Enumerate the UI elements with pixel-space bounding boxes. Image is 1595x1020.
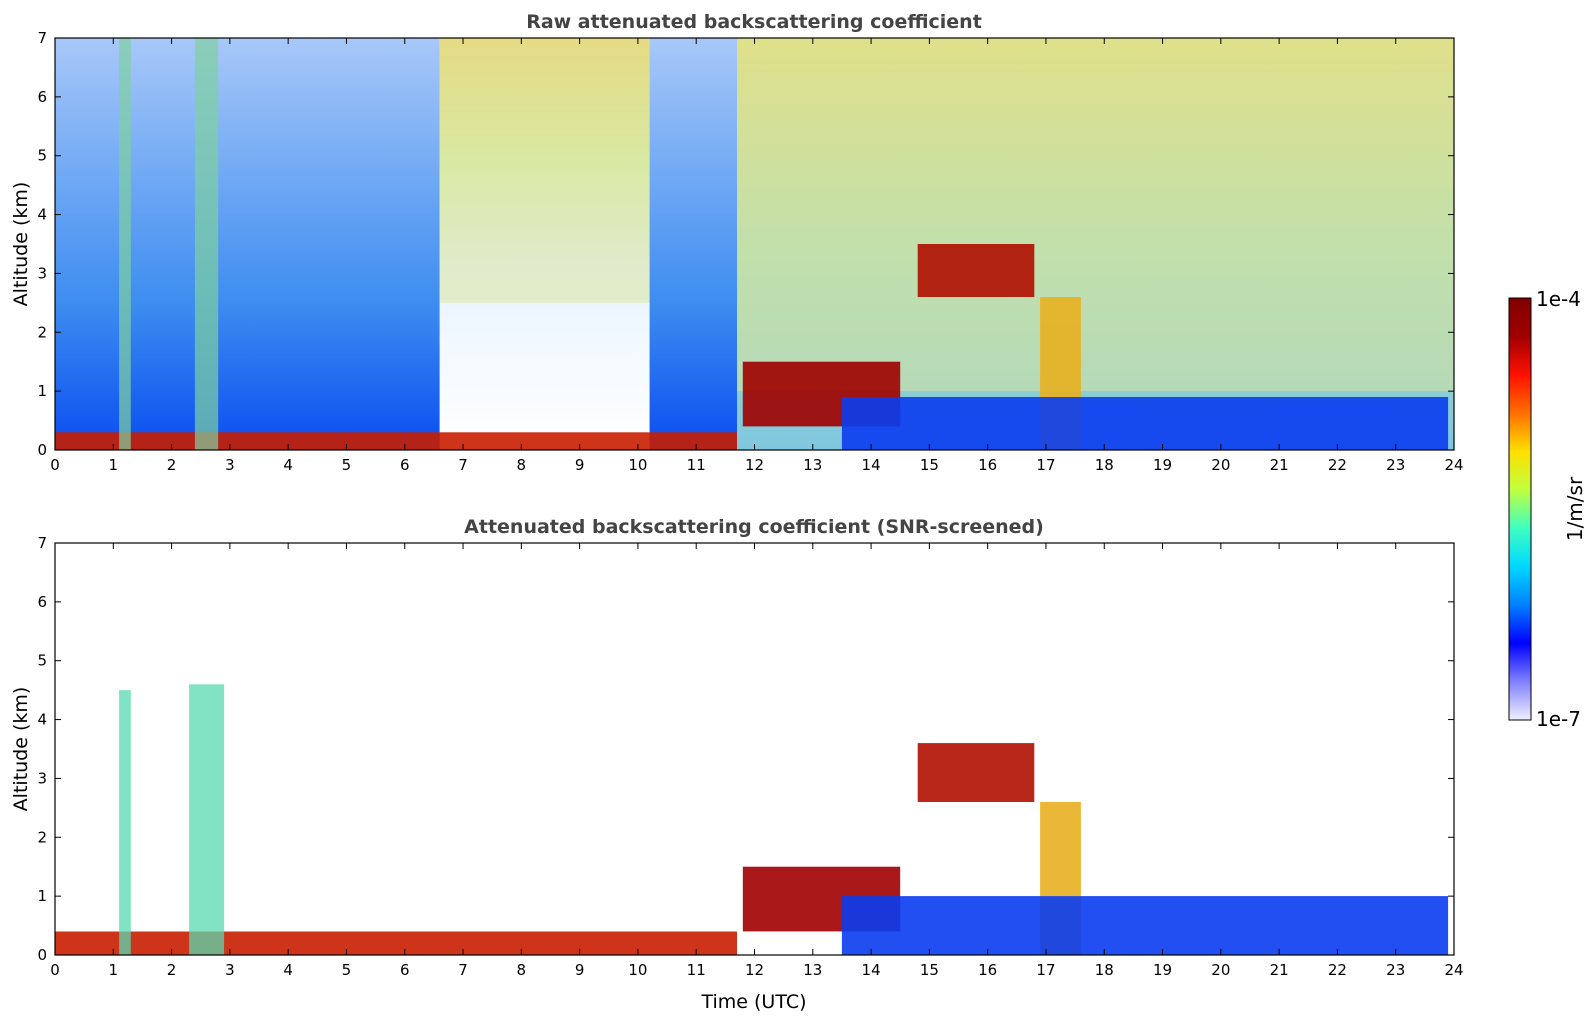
x-tick-label: 6 bbox=[400, 961, 410, 979]
noise-background bbox=[649, 38, 738, 450]
x-tick-label: 14 bbox=[862, 961, 881, 979]
y-tick-label: 1 bbox=[37, 887, 47, 905]
panel-snr-screened: Attenuated backscattering coefficient (S… bbox=[10, 516, 1464, 1013]
x-tick-label: 13 bbox=[803, 456, 822, 474]
x-tick-label: 18 bbox=[1095, 456, 1114, 474]
x-tick-label: 9 bbox=[575, 961, 585, 979]
x-tick-label: 1 bbox=[109, 961, 119, 979]
x-tick-label: 8 bbox=[517, 456, 527, 474]
x-tick-label: 7 bbox=[458, 961, 468, 979]
x-tick-label: 2 bbox=[167, 456, 177, 474]
x-tick-label: 22 bbox=[1328, 456, 1347, 474]
x-tick-label: 11 bbox=[687, 456, 706, 474]
x-tick-label: 22 bbox=[1328, 961, 1347, 979]
x-tick-label: 16 bbox=[978, 456, 997, 474]
y-axis-label: Altitude (km) bbox=[10, 182, 32, 307]
x-tick-label: 24 bbox=[1444, 961, 1463, 979]
x-tick-label: 1 bbox=[109, 456, 119, 474]
x-tick-label: 5 bbox=[342, 961, 352, 979]
x-tick-label: 5 bbox=[342, 456, 352, 474]
plot-area bbox=[55, 684, 1449, 955]
feature-mid-level-clouds bbox=[917, 743, 1035, 802]
panel-title: Raw attenuated backscattering coefficien… bbox=[526, 11, 982, 33]
feature-aerosol-plume bbox=[119, 690, 131, 955]
y-tick-label: 7 bbox=[37, 29, 47, 47]
feature-vertical-streaks-noise- bbox=[119, 38, 131, 450]
x-tick-label: 15 bbox=[920, 961, 939, 979]
x-tick-label: 17 bbox=[1036, 961, 1055, 979]
feature-boundary-layer bbox=[841, 896, 1449, 955]
x-tick-label: 20 bbox=[1211, 961, 1230, 979]
x-tick-label: 16 bbox=[978, 961, 997, 979]
feature-elevated-background-noise-daytime- bbox=[439, 38, 650, 303]
feature-aerosol-boundary-layer bbox=[55, 931, 737, 955]
x-tick-label: 0 bbox=[50, 456, 60, 474]
x-tick-label: 3 bbox=[225, 456, 235, 474]
y-axis: 0 1 2 3 4 5 6 7 bbox=[37, 534, 1454, 964]
x-tick-label: 19 bbox=[1153, 456, 1172, 474]
plot-area bbox=[55, 38, 1454, 450]
colorbar: 1e-4 1e-7 1/m/sr bbox=[1508, 287, 1587, 731]
feature-aerosol-boundary-layer bbox=[55, 432, 737, 450]
x-tick-label: 19 bbox=[1153, 961, 1172, 979]
feature-vertical-streaks-noise- bbox=[194, 38, 219, 450]
y-tick-label: 7 bbox=[37, 534, 47, 552]
x-tick-label: 23 bbox=[1386, 456, 1405, 474]
x-axis: 0 1 2 3 4 5 6 7 8 9 10 11 12 13 14 15 16 17 18 19 20 21 22 23 24 bbox=[50, 38, 1464, 474]
x-tick-label: 3 bbox=[225, 961, 235, 979]
colorbar-min-label: 1e-7 bbox=[1536, 707, 1581, 731]
panel-title: Attenuated backscattering coefficient (S… bbox=[464, 516, 1044, 538]
x-tick-label: 14 bbox=[862, 456, 881, 474]
x-tick-label: 10 bbox=[628, 456, 647, 474]
y-tick-label: 4 bbox=[37, 711, 47, 729]
y-tick-label: 2 bbox=[37, 828, 47, 846]
x-tick-label: 9 bbox=[575, 456, 585, 474]
x-tick-label: 20 bbox=[1211, 456, 1230, 474]
x-tick-label: 23 bbox=[1386, 961, 1405, 979]
x-axis-label: Time (UTC) bbox=[700, 991, 806, 1013]
x-tick-label: 12 bbox=[745, 961, 764, 979]
x-tick-label: 2 bbox=[167, 961, 177, 979]
x-tick-label: 24 bbox=[1444, 456, 1463, 474]
y-tick-label: 5 bbox=[37, 652, 47, 670]
feature-elevated-background-noise-daytime- bbox=[737, 38, 1454, 392]
colorbar-max-label: 1e-4 bbox=[1536, 287, 1581, 311]
y-tick-label: 6 bbox=[37, 88, 47, 106]
colorbar-gradient bbox=[1508, 297, 1532, 721]
x-tick-label: 15 bbox=[920, 456, 939, 474]
y-tick-label: 0 bbox=[37, 441, 47, 459]
y-tick-label: 3 bbox=[37, 769, 47, 787]
x-tick-label: 13 bbox=[803, 961, 822, 979]
x-tick-label: 8 bbox=[517, 961, 527, 979]
y-tick-label: 1 bbox=[37, 382, 47, 400]
y-tick-label: 2 bbox=[37, 323, 47, 341]
x-tick-label: 4 bbox=[283, 456, 293, 474]
y-tick-label: 3 bbox=[37, 264, 47, 282]
x-tick-label: 12 bbox=[745, 456, 764, 474]
x-tick-label: 0 bbox=[50, 961, 60, 979]
feature-mid-level-clouds bbox=[917, 244, 1035, 297]
x-tick-label: 10 bbox=[628, 961, 647, 979]
y-tick-label: 0 bbox=[37, 946, 47, 964]
colorbar-unit-label: 1/m/sr bbox=[1563, 476, 1587, 541]
feature-boundary-layer bbox=[841, 397, 1449, 450]
y-tick-label: 6 bbox=[37, 593, 47, 611]
y-tick-label: 5 bbox=[37, 147, 47, 165]
x-tick-label: 21 bbox=[1270, 961, 1289, 979]
noise-background bbox=[55, 38, 440, 450]
x-tick-label: 7 bbox=[458, 456, 468, 474]
y-tick-label: 4 bbox=[37, 206, 47, 224]
y-axis: 0 1 2 3 4 5 6 7 bbox=[37, 29, 1454, 459]
x-tick-label: 21 bbox=[1270, 456, 1289, 474]
y-axis-label: Altitude (km) bbox=[10, 687, 32, 812]
feature-aerosol-plume bbox=[189, 684, 225, 955]
x-tick-label: 18 bbox=[1095, 961, 1114, 979]
x-tick-label: 11 bbox=[687, 961, 706, 979]
x-tick-label: 4 bbox=[283, 961, 293, 979]
x-axis: 0 1 2 3 4 5 6 7 8 9 10 11 12 13 14 15 16 17 18 19 20 21 22 23 24 bbox=[50, 543, 1464, 979]
x-tick-label: 6 bbox=[400, 456, 410, 474]
x-tick-label: 17 bbox=[1036, 456, 1055, 474]
panel-raw: Raw attenuated backscattering coefficien… bbox=[10, 11, 1464, 474]
